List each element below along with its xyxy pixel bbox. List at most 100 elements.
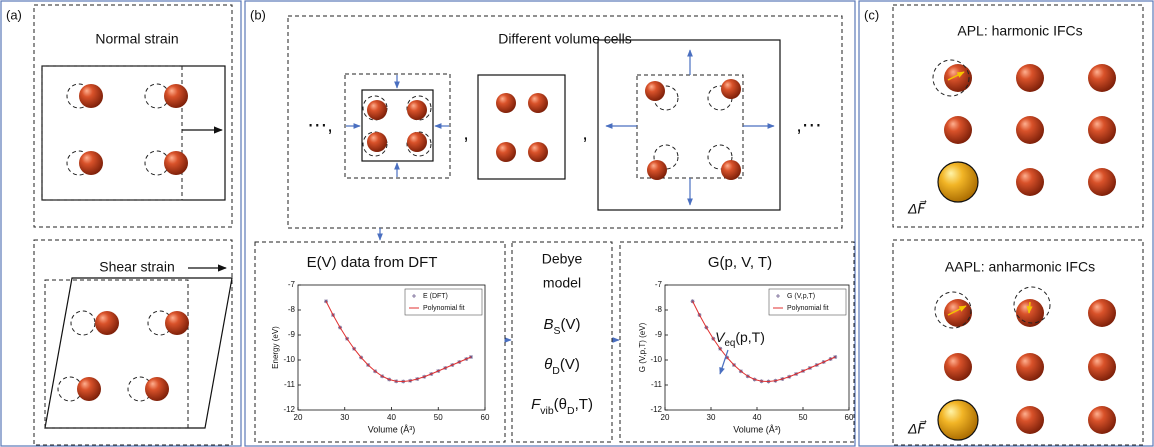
atom xyxy=(1016,64,1044,92)
x-axis-label: Volume (Å³) xyxy=(368,424,416,434)
formula-part: B xyxy=(543,316,553,333)
panel-frame xyxy=(0,0,242,447)
x-tick-label: 20 xyxy=(661,413,670,422)
atom xyxy=(367,100,387,120)
formula: BS(V) xyxy=(543,316,580,337)
atoms xyxy=(57,59,1116,441)
formula-part: (p,T) xyxy=(735,329,765,345)
atom xyxy=(647,160,667,180)
formula-part: D xyxy=(567,405,575,417)
y-tick-label: -8 xyxy=(655,305,663,314)
atom xyxy=(1088,64,1116,92)
atom xyxy=(1016,353,1044,381)
y-axis-label: G (V,p,T) (eV) xyxy=(638,322,647,372)
atom xyxy=(95,311,119,335)
atom-original xyxy=(362,95,388,121)
formula-part: F xyxy=(531,396,541,413)
box xyxy=(33,4,233,228)
atom xyxy=(145,377,169,401)
x-tick-label: 60 xyxy=(845,413,854,422)
atom xyxy=(367,132,387,152)
y-tick-label: -10 xyxy=(650,355,662,364)
title: AAPL: anharmonic IFCs xyxy=(945,259,1095,275)
chart-title: E(V) data from DFT xyxy=(307,254,438,271)
box xyxy=(33,239,233,446)
x-tick-label: 20 xyxy=(294,413,303,422)
displacement xyxy=(947,71,965,81)
atom-original xyxy=(406,95,432,121)
formula-part: ,T) xyxy=(575,396,593,413)
atom xyxy=(721,79,741,99)
legend-swatch xyxy=(412,294,416,298)
charts: BS(V)θD(V)Fvib(θD,T)E(V) data from DFT20… xyxy=(271,254,854,434)
y-tick-label: -12 xyxy=(650,405,662,414)
x-axis-label: Volume (Å³) xyxy=(733,424,781,434)
legend-swatch xyxy=(776,294,780,298)
force-label: ΔF⃗ xyxy=(907,200,927,217)
x-tick-label: 50 xyxy=(799,413,808,422)
y-tick-label: -7 xyxy=(655,280,663,289)
displacement xyxy=(1026,301,1033,314)
y-tick-label: -8 xyxy=(288,305,296,314)
title: Different volume cells xyxy=(498,31,632,47)
formula-part: θ xyxy=(544,356,552,373)
atom-original xyxy=(1013,286,1051,324)
atom xyxy=(79,84,103,108)
atom xyxy=(496,93,516,113)
y-tick-label: -12 xyxy=(283,405,295,414)
atom-outline xyxy=(937,399,979,441)
legend-label: Polynomial fit xyxy=(787,305,829,312)
box xyxy=(892,4,1144,228)
x-tick-label: 50 xyxy=(434,413,443,422)
atom xyxy=(528,93,548,113)
box xyxy=(511,241,613,443)
atom xyxy=(1016,168,1044,196)
atom-original xyxy=(653,144,679,170)
debye-title: model xyxy=(543,275,581,291)
atom xyxy=(165,311,189,335)
atom xyxy=(1088,168,1116,196)
atom-original xyxy=(932,59,970,97)
cell xyxy=(597,39,781,211)
atom xyxy=(77,377,101,401)
separator: , xyxy=(582,122,588,144)
box xyxy=(892,239,1144,446)
atom xyxy=(164,151,188,175)
y-axis-label: Energy (eV) xyxy=(271,326,280,369)
formula-part: (θ xyxy=(554,396,567,413)
formula-part: V xyxy=(715,329,726,345)
atom xyxy=(938,400,978,440)
panel-frame xyxy=(244,0,856,447)
atom xyxy=(645,81,665,101)
legend-label: G (V,p,T) xyxy=(787,293,815,300)
cell xyxy=(44,277,233,429)
x-tick-label: 40 xyxy=(753,413,762,422)
legend-box xyxy=(768,288,847,316)
debye-title: Debye xyxy=(542,251,583,267)
fit-line xyxy=(325,301,472,383)
separator: ,⋯ xyxy=(796,114,822,136)
y-tick-label: -7 xyxy=(288,280,296,289)
cell-original xyxy=(44,279,189,429)
atom xyxy=(496,142,516,162)
panel-label: (c) xyxy=(864,7,879,22)
atom xyxy=(938,162,978,202)
atom-original xyxy=(707,144,733,170)
atom xyxy=(944,353,972,381)
atom xyxy=(944,116,972,144)
atom xyxy=(407,100,427,120)
formula-part: D xyxy=(552,365,560,377)
formula-part: (V) xyxy=(561,316,581,333)
x-tick-label: 60 xyxy=(481,413,490,422)
atom xyxy=(944,64,972,92)
atom xyxy=(1088,353,1116,381)
legend-label: E (DFT) xyxy=(423,293,448,300)
y-tick-label: -11 xyxy=(651,380,663,389)
panel-label: (a) xyxy=(6,7,22,22)
x-tick-label: 30 xyxy=(340,413,349,422)
atom xyxy=(79,151,103,175)
atom xyxy=(944,299,972,327)
arrows xyxy=(346,49,775,343)
cell xyxy=(361,89,434,162)
